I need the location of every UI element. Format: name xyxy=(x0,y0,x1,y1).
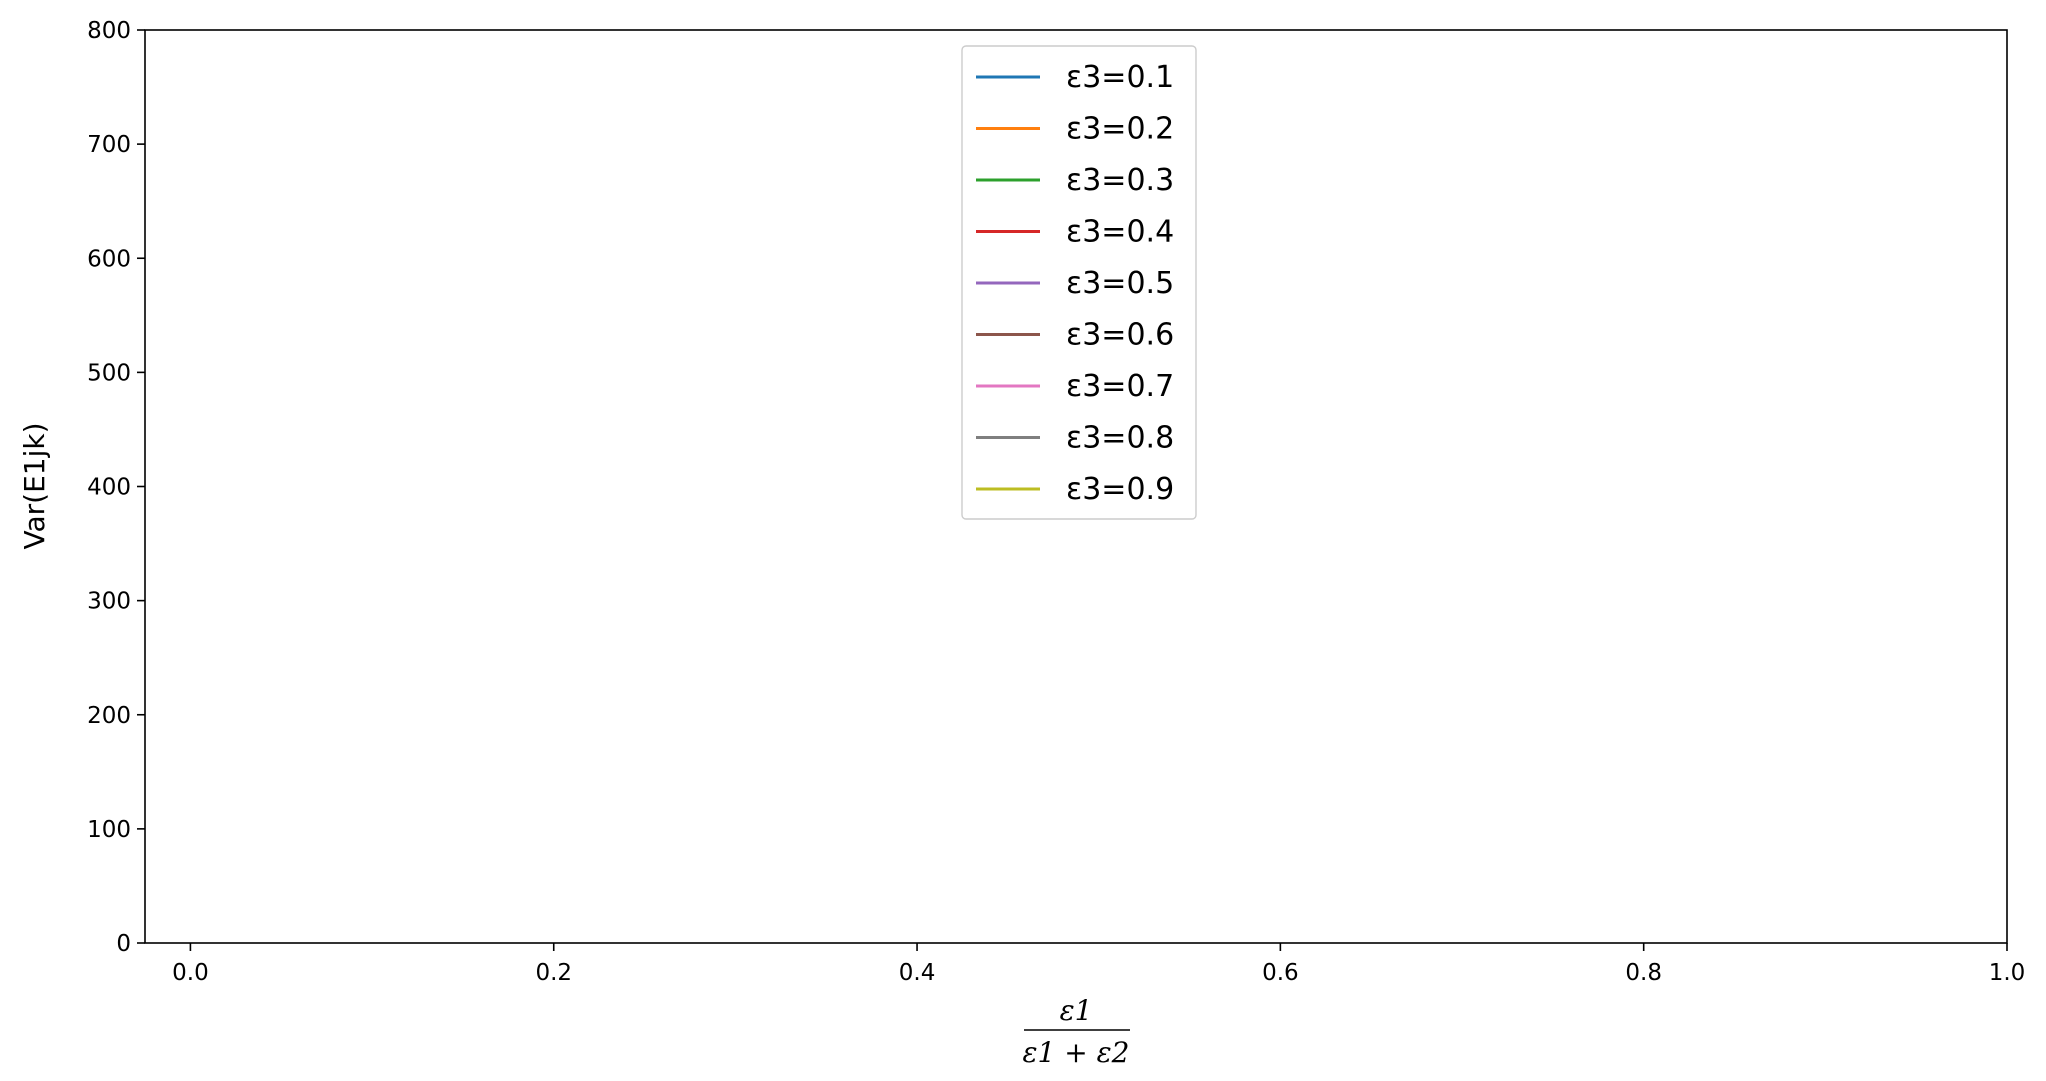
legend-item: ε3=0.4 xyxy=(976,215,1174,250)
legend-item: ε3=0.8 xyxy=(976,421,1174,456)
legend-label: ε3=0.7 xyxy=(1066,369,1174,404)
legend-label: ε3=0.2 xyxy=(1066,112,1174,147)
y-tick-label: 600 xyxy=(87,246,131,272)
y-tick-label: 800 xyxy=(87,18,131,44)
x-axis-label: ε1 ε1 + ε2 xyxy=(1023,994,1130,1069)
y-axis-label-text: Var(E1jk) xyxy=(18,423,51,550)
y-tick-label: 700 xyxy=(87,132,131,158)
x-axis-label-denominator: ε1 + ε2 xyxy=(1023,1036,1130,1069)
legend-label: ε3=0.5 xyxy=(1066,266,1174,301)
x-tick-label: 0.0 xyxy=(172,960,209,986)
legend-label: ε3=0.6 xyxy=(1066,318,1174,353)
legend-label: ε3=0.9 xyxy=(1066,472,1174,507)
legend-label: ε3=0.1 xyxy=(1066,60,1174,95)
legend-label: ε3=0.3 xyxy=(1066,163,1174,198)
x-axis: 0.0 0.2 0.4 0.6 0.8 1.0 xyxy=(172,943,2025,986)
legend-label: ε3=0.4 xyxy=(1066,215,1174,250)
x-axis-label-numerator: ε1 xyxy=(1060,994,1093,1027)
legend-item: ε3=0.5 xyxy=(976,266,1174,301)
legend: ε3=0.1 ε3=0.2 ε3=0.3 ε3=0.4 ε3=0.5 ε3=0.6 ε3=0… xyxy=(961,45,1197,520)
legend-item: ε3=0.7 xyxy=(976,369,1174,404)
y-axis: 0 100 200 300 400 500 600 700 800 xyxy=(87,18,145,957)
x-tick-label: 0.4 xyxy=(899,960,936,986)
legend-item: ε3=0.6 xyxy=(976,318,1174,353)
legend-item: ε3=0.3 xyxy=(976,163,1174,198)
x-tick-label: 0.8 xyxy=(1625,960,1662,986)
y-tick-label: 300 xyxy=(87,589,131,615)
x-tick-label: 0.2 xyxy=(535,960,572,986)
legend-label: ε3=0.8 xyxy=(1066,421,1174,456)
x-tick-label: 1.0 xyxy=(1989,960,2026,986)
legend-item: ε3=0.2 xyxy=(976,112,1174,147)
x-tick-label: 0.6 xyxy=(1262,960,1299,986)
y-tick-label: 200 xyxy=(87,703,131,729)
y-axis-label: Var(E1jk) xyxy=(18,423,51,550)
legend-item: ε3=0.9 xyxy=(976,472,1174,507)
y-tick-label: 400 xyxy=(87,475,131,501)
y-tick-label: 0 xyxy=(116,931,131,957)
legend-item: ε3=0.1 xyxy=(976,60,1174,95)
y-tick-label: 100 xyxy=(87,817,131,843)
y-tick-label: 500 xyxy=(87,360,131,386)
legend-box xyxy=(961,45,1197,520)
